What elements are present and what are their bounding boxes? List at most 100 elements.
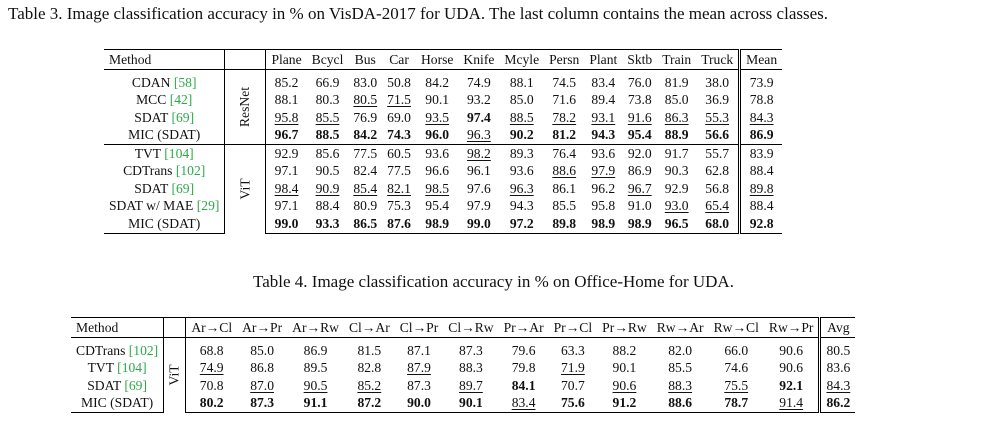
column-header: Sktb bbox=[622, 49, 658, 70]
cell-value: 86.9 bbox=[303, 342, 328, 358]
method-header: Method bbox=[104, 49, 226, 70]
value-cell: 97.2 bbox=[499, 215, 545, 234]
cell-value: 36.9 bbox=[705, 92, 730, 108]
value-cell: 83.0 bbox=[348, 70, 382, 92]
cell-value: 90.6 bbox=[779, 342, 804, 358]
value-cell: 99.0 bbox=[458, 215, 500, 234]
value-cell: 90.1 bbox=[416, 92, 458, 110]
cell-value: 83.4 bbox=[511, 395, 536, 411]
table-row: MIC (SDAT) 96.7 88.5 84.2 74.3 96.0 96.3 90.2 81… bbox=[104, 126, 782, 145]
value-cell: 92.1 bbox=[763, 377, 822, 395]
value-cell: 74.6 bbox=[709, 360, 764, 378]
method-cell: SDAT w/ MAE [29] bbox=[104, 197, 226, 215]
cell-value: 86.5 bbox=[353, 215, 378, 231]
cell-value: 97.2 bbox=[509, 215, 534, 231]
cell-value: 96.1 bbox=[467, 163, 491, 179]
table-row: MIC (SDAT) 99.0 93.3 86.5 87.6 98.9 99.0 97.2 89… bbox=[104, 215, 783, 234]
cell-value: 80.5 bbox=[353, 92, 378, 108]
backbone-label: ViT bbox=[224, 144, 267, 233]
value-cell: 90.2 bbox=[499, 127, 544, 145]
value-cell: 88.1 bbox=[499, 70, 544, 92]
value-cell: 90.0 bbox=[394, 394, 444, 413]
cell-value: 73.8 bbox=[627, 92, 652, 108]
cell-value: 86.8 bbox=[250, 360, 274, 376]
value-cell: 97.1 bbox=[266, 198, 307, 216]
cell-value: 78.2 bbox=[552, 109, 577, 125]
value-cell: 93.2 bbox=[458, 92, 499, 110]
cell-value: 85.0 bbox=[250, 342, 274, 358]
citation-ref: [102] bbox=[175, 163, 206, 179]
cell-value: 88.6 bbox=[668, 395, 693, 411]
value-cell: 83.4 bbox=[498, 394, 549, 413]
value-cell: 80.5 bbox=[348, 92, 382, 110]
column-header: Bus bbox=[348, 49, 383, 70]
cell-value: 88.1 bbox=[509, 74, 534, 90]
cell-value: 89.8 bbox=[749, 180, 774, 196]
cell-value: 85.4 bbox=[353, 180, 378, 196]
value-cell: 88.6 bbox=[651, 394, 709, 413]
cell-value: 84.2 bbox=[353, 127, 378, 143]
value-cell: 88.4 bbox=[307, 198, 349, 216]
cell-value: 98.9 bbox=[425, 215, 450, 231]
cell-value: 87.9 bbox=[407, 360, 431, 376]
value-cell: 98.9 bbox=[584, 215, 623, 234]
cell-value: 80.2 bbox=[199, 395, 224, 411]
cell-value: 76.0 bbox=[627, 74, 652, 90]
cell-value: 81.2 bbox=[552, 127, 577, 143]
value-cell: 84.2 bbox=[416, 70, 458, 92]
value-cell: 65.4 bbox=[696, 197, 742, 215]
table-row: TVT [104] 74.9 86.8 89.5 82.8 87.9 88.3 79.8 71.… bbox=[71, 359, 855, 378]
value-cell: 96.3 bbox=[458, 127, 499, 145]
method-header: Method bbox=[71, 317, 165, 338]
method-name: MIC (SDAT) bbox=[128, 127, 201, 143]
column-header: Truck bbox=[696, 49, 742, 70]
column-header: Rw→Cl bbox=[708, 317, 764, 338]
cell-value: 93.6 bbox=[509, 163, 534, 179]
value-cell: 69.0 bbox=[382, 109, 416, 127]
method-cell: CDTrans [102] bbox=[71, 337, 165, 360]
cell-value: 91.4 bbox=[779, 395, 804, 411]
value-cell: 77.5 bbox=[382, 163, 416, 181]
value-cell: 93.5 bbox=[416, 109, 458, 127]
value-cell: 93.1 bbox=[584, 109, 622, 127]
table-row: CDTrans [102] 97.1 90.5 82.4 77.5 96.6 96.1 93.… bbox=[104, 162, 782, 181]
value-cell: 90.6 bbox=[763, 337, 822, 360]
cell-value: 90.5 bbox=[315, 163, 340, 179]
value-cell: 96.7 bbox=[266, 127, 307, 145]
value-cell: 96.5 bbox=[657, 215, 697, 234]
cell-value: 85.5 bbox=[315, 109, 340, 125]
cell-value: 84.3 bbox=[826, 377, 851, 393]
cell-value: 82.1 bbox=[387, 180, 411, 196]
value-cell: 55.3 bbox=[696, 109, 742, 127]
cell-value: 86.3 bbox=[664, 109, 689, 125]
value-cell: 85.0 bbox=[237, 338, 287, 360]
cell-value: 93.0 bbox=[664, 198, 689, 214]
value-cell: 90.5 bbox=[287, 377, 344, 395]
value-cell: 86.2 bbox=[819, 394, 856, 413]
cell-value: 75.3 bbox=[387, 198, 411, 214]
value-cell: 80.9 bbox=[348, 198, 382, 216]
cell-value: 82.4 bbox=[353, 163, 378, 179]
value-cell: 85.5 bbox=[544, 198, 584, 216]
value-cell: 86.9 bbox=[740, 127, 782, 145]
cell-value: 75.5 bbox=[724, 377, 749, 393]
cell-value: 85.0 bbox=[509, 92, 534, 108]
cell-value: 69.0 bbox=[387, 109, 411, 125]
method-name: TVT bbox=[134, 145, 165, 161]
cell-value: 98.9 bbox=[627, 215, 652, 231]
column-header: Rw→Ar bbox=[651, 317, 709, 338]
cell-value: 99.0 bbox=[274, 215, 299, 231]
value-cell: 97.9 bbox=[458, 198, 499, 216]
method-name: MCC bbox=[136, 92, 170, 108]
cell-value: 89.7 bbox=[459, 377, 483, 393]
value-cell: 96.1 bbox=[458, 163, 499, 181]
value-cell: 98.9 bbox=[415, 215, 459, 234]
table-row: SDAT [69] 70.8 87.0 90.5 85.2 87.3 89.7 84.1 70.… bbox=[71, 377, 855, 395]
cell-value: 93.6 bbox=[591, 145, 616, 161]
value-cell: 70.8 bbox=[186, 377, 237, 395]
column-header: Plant bbox=[584, 49, 623, 70]
value-cell: 86.9 bbox=[622, 163, 657, 181]
cell-value: 95.8 bbox=[591, 198, 616, 214]
cell-value: 93.1 bbox=[591, 109, 616, 125]
method-name: SDAT w/ MAE bbox=[109, 198, 197, 214]
